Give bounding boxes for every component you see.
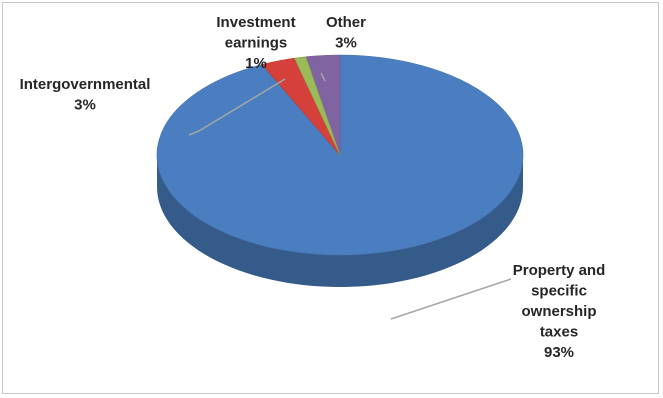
slice-label: Investment earnings 1% [216,14,295,72]
pie-chart: Property and specific ownership taxes 93% Int… [20,14,606,361]
slice-label-line: Investment [216,14,295,31]
slice-label-line: taxes [540,324,578,341]
slice-label-line: Intergovernmental [20,76,151,93]
slice-percent: 93% [544,344,574,361]
slice-label: Property and specific ownership taxes 93% [513,262,606,361]
chart-frame: Property and specific ownership taxes 93% Int… [2,2,659,394]
pie-slice-side [157,155,523,287]
slice-label: Intergovernmental 3% [20,76,151,114]
leader-line [320,72,326,82]
slice-percent: 3% [74,97,96,114]
slice-label-line: specific [531,283,587,300]
slice-label: Other 3% [326,14,366,52]
leader-line [188,78,286,136]
leader-line [390,278,512,320]
slice-label-line: Other [326,14,366,31]
slice-percent: 1% [245,55,267,72]
slice-label-line: Property and [513,262,606,279]
pie-slice [294,56,341,156]
slice-label-line: ownership [521,303,596,320]
slice-percent: 3% [335,35,357,52]
slice-label-line: earnings [225,35,288,52]
